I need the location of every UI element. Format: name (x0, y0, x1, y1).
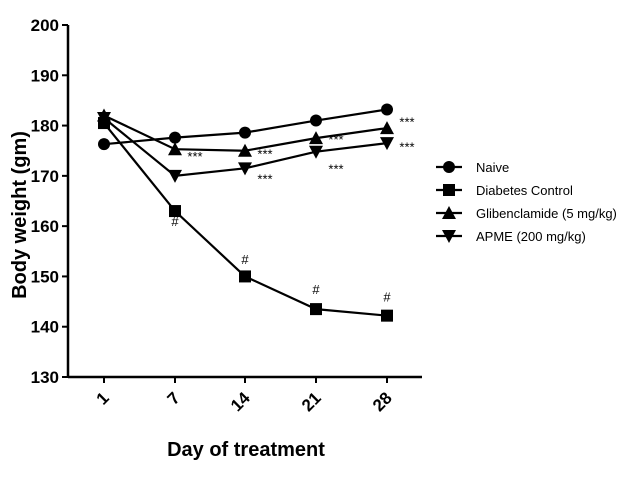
y-tick-label: 190 (31, 66, 59, 85)
x-tick-label: 21 (298, 388, 325, 415)
legend-marker (443, 161, 455, 173)
data-point (239, 270, 251, 283)
y-tick-label: 180 (31, 117, 59, 136)
data-point (98, 138, 110, 151)
significance-label: *** (328, 161, 343, 176)
data-point (97, 112, 111, 126)
legend-label: APME (200 mg/kg) (476, 229, 586, 244)
data-point (238, 162, 252, 176)
legend-item: Naive (436, 160, 509, 175)
data-point (380, 137, 394, 151)
data-point (168, 142, 182, 156)
significance-label: # (312, 282, 320, 297)
significance-label: *** (257, 146, 272, 161)
data-point (239, 126, 251, 139)
legend-marker (443, 184, 455, 196)
legend: Naive Diabetes Control Glibenclamide (5 mg… (436, 160, 617, 244)
x-tick-label: 7 (164, 388, 184, 408)
significance-label: *** (187, 149, 202, 164)
data-point (309, 145, 323, 159)
series-1 (98, 103, 393, 151)
legend-marker (442, 206, 456, 219)
annotation-group: # # # # *** *** *** *** *** *** *** (171, 115, 414, 305)
legend-item: Glibenclamide (5 mg/kg) (436, 206, 617, 221)
legend-marker (442, 230, 456, 243)
data-point (310, 114, 322, 127)
data-point (309, 131, 323, 145)
y-tick-label: 160 (31, 217, 59, 236)
y-tick-label: 140 (31, 318, 59, 337)
data-point (380, 121, 394, 135)
significance-label: *** (257, 171, 272, 186)
data-point (168, 169, 182, 183)
axes: 130 140 150 160 170 180 190 200 1 7 14 21 28 (31, 16, 422, 415)
series-4 (97, 112, 394, 183)
y-tick-label: 200 (31, 16, 59, 35)
significance-label: # (171, 214, 179, 229)
x-axis-title: Day of treatment (167, 439, 325, 461)
x-tick-label: 1 (93, 388, 113, 408)
significance-label: *** (399, 140, 414, 155)
data-point (310, 303, 322, 316)
legend-item: APME (200 mg/kg) (436, 229, 586, 244)
y-tick-label: 150 (31, 267, 59, 286)
significance-label: # (241, 252, 249, 267)
data-point (381, 309, 393, 322)
y-tick-label: 130 (31, 368, 59, 387)
y-axis-title: Body weight (gm) (9, 131, 31, 299)
x-tick-label: 28 (369, 388, 396, 415)
series-group (97, 103, 394, 322)
x-tick-label: 14 (227, 388, 254, 415)
legend-item: Diabetes Control (436, 183, 573, 198)
significance-label: *** (328, 132, 343, 147)
legend-label: Diabetes Control (476, 183, 573, 198)
y-tick-label: 170 (31, 167, 59, 186)
data-point (238, 143, 252, 157)
data-point (169, 131, 181, 144)
significance-label: *** (399, 115, 414, 130)
legend-label: Glibenclamide (5 mg/kg) (476, 206, 617, 221)
significance-label: # (383, 290, 391, 305)
data-point (169, 205, 181, 218)
legend-label: Naive (476, 160, 509, 175)
data-point (381, 103, 393, 116)
